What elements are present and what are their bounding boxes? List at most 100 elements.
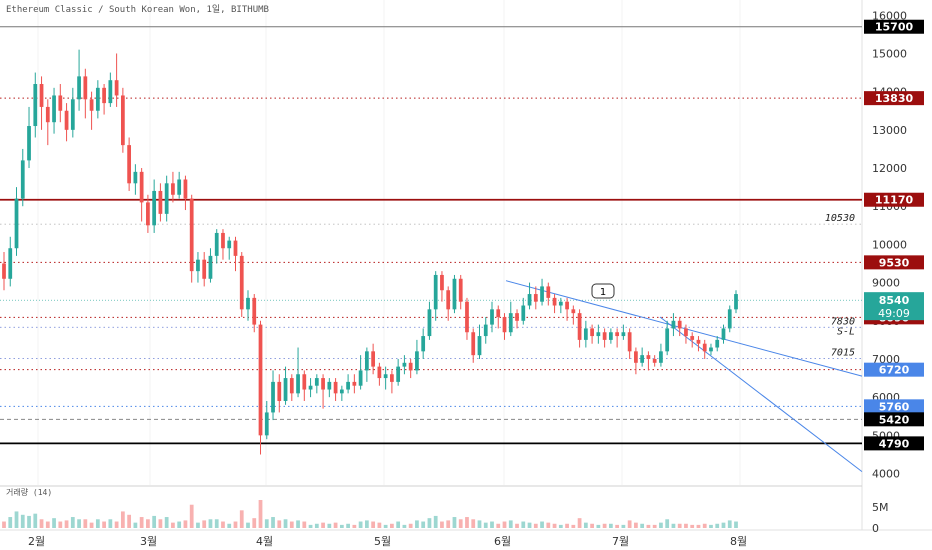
volume-bar: [127, 514, 132, 528]
price-tick-label: 4000: [872, 468, 900, 481]
volume-bar: [214, 519, 219, 528]
volume-bar: [246, 522, 250, 528]
callout-1[interactable]: 1: [591, 283, 615, 299]
candle-body: [684, 328, 688, 337]
price-badge-box: [864, 412, 924, 427]
candle-body: [471, 332, 476, 356]
volume-bar: [277, 520, 282, 528]
volume-bar: [120, 511, 125, 528]
volume-bar: [627, 520, 632, 528]
price-badge-label: 11170: [875, 194, 914, 207]
volume-bar: [458, 519, 463, 528]
candle-body: [302, 374, 307, 390]
volume-bar: [158, 519, 163, 528]
candle-body: [308, 385, 313, 390]
candle-body: [314, 378, 319, 386]
price-badges: 1570013830111709530809067205760542047908…: [864, 19, 924, 451]
volume-bar: [483, 522, 488, 528]
volume-bar: [271, 517, 275, 528]
volume-bar: [715, 523, 720, 528]
candle-body: [715, 339, 720, 348]
candle-body: [33, 84, 38, 127]
volume-bar: [146, 519, 150, 528]
volume-bar: [402, 524, 407, 528]
time-axis[interactable]: 2월 3월 4월 5월 6월 7월 8월: [28, 535, 747, 548]
candle-body: [590, 328, 594, 337]
price-tick-label: 9000: [872, 277, 900, 290]
volume-bar: [152, 515, 157, 528]
candle-body: [114, 80, 119, 96]
candle-body: [665, 328, 670, 352]
candle-body: [2, 263, 6, 279]
volume-bar: [64, 520, 69, 528]
volume-bar: [421, 521, 426, 528]
volume-bar: [383, 524, 388, 528]
volume-bar: [546, 522, 551, 528]
candle-body: [671, 320, 676, 329]
volume-bar: [302, 521, 307, 528]
candle-body: [408, 362, 413, 371]
candle-body: [458, 278, 463, 302]
volume-bar: [558, 524, 563, 528]
volume-bar: [321, 522, 325, 528]
volume-bar: [2, 521, 6, 528]
price-badge-label: 4790: [879, 437, 910, 450]
volume-bar: [659, 522, 663, 528]
callout-box: [591, 283, 615, 299]
candle-body: [333, 381, 338, 394]
volume-bar: [427, 518, 432, 528]
candle-body: [258, 324, 263, 436]
volume-bar: [352, 524, 357, 528]
volume-tick-label: 0: [872, 522, 879, 535]
volume-bar: [527, 522, 532, 528]
candle-body: [565, 301, 569, 310]
candle-body: [283, 378, 288, 401]
candle-body: [45, 106, 50, 123]
candle-body: [95, 87, 100, 111]
volume-bar: [690, 524, 695, 528]
price-badge-box: [864, 399, 924, 414]
volume-bar: [452, 517, 457, 528]
volume-bar: [433, 515, 438, 528]
candle-body: [189, 198, 194, 272]
time-tick-label: 7월: [612, 535, 629, 548]
trendlines[interactable]: [505, 280, 863, 473]
candle-body: [533, 294, 538, 302]
candle-body: [659, 351, 663, 363]
price-badge-box: [864, 91, 924, 106]
candle-body: [583, 328, 588, 340]
price-axis[interactable]: 4000500060007000800090001000011000120001…: [872, 9, 907, 535]
volume-bar: [471, 519, 476, 528]
candle-body: [127, 145, 132, 184]
candle-body: [321, 378, 325, 390]
volume-bar: [364, 520, 369, 528]
candle-body: [264, 412, 269, 436]
candle-body: [552, 297, 557, 306]
time-tick-label: 2월: [28, 535, 45, 548]
candle-body: [634, 351, 638, 363]
volume-bar: [727, 520, 732, 528]
volume-bar: [415, 520, 419, 528]
price-badge-box: [864, 19, 924, 34]
candle-body: [421, 336, 426, 352]
candle-body: [289, 378, 294, 394]
volume-bar: [502, 521, 507, 528]
volume-bar: [164, 517, 169, 528]
candle-body: [383, 374, 388, 379]
volume-bar: [371, 521, 376, 528]
volume-bar: [208, 519, 213, 528]
volume-bar: [702, 523, 707, 528]
volume-bar: [734, 521, 738, 528]
candle-body: [296, 374, 300, 394]
candle-body: [89, 99, 94, 111]
volume-bar: [621, 524, 626, 528]
candle-body: [196, 259, 200, 272]
candle-body: [233, 240, 238, 256]
volume-bar: [221, 521, 225, 528]
candle-body: [39, 84, 44, 107]
volume-bar: [27, 515, 31, 528]
volume-bar: [565, 523, 569, 528]
volume-bar: [552, 523, 557, 528]
